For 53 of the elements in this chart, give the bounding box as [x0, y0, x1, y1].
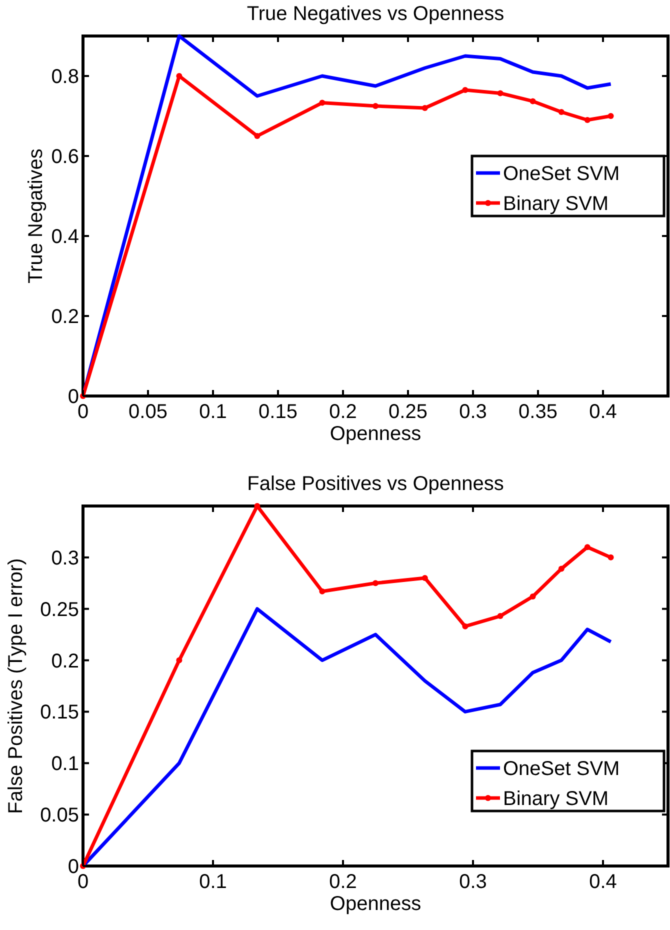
y-tick-label: 0.2	[51, 306, 79, 328]
legend-label: OneSet SVM	[503, 163, 620, 185]
legend-label: Binary SVM	[503, 193, 609, 215]
x-tick-label: 0.4	[589, 871, 617, 893]
y-tick-label: 0.2	[51, 650, 79, 672]
x-tick-label: 0.3	[459, 401, 487, 423]
chart-title: False Positives vs Openness	[247, 473, 504, 495]
x-tick-label: 0.1	[199, 871, 227, 893]
x-tick-label: 0.15	[258, 401, 298, 423]
x-tick-label: 0.2	[329, 871, 357, 893]
point	[584, 544, 590, 550]
point	[558, 566, 564, 572]
point	[422, 575, 428, 581]
y-tick-label: 0	[68, 856, 79, 878]
point	[558, 109, 564, 115]
x-tick-label: 0.25	[388, 401, 428, 423]
y-tick-label: 0.15	[40, 702, 79, 724]
y-tick-label: 0.05	[40, 804, 79, 827]
y-tick-label: 0.1	[51, 753, 79, 776]
x-tick-label: 0.2	[329, 401, 357, 423]
point	[584, 117, 590, 123]
point	[462, 87, 468, 93]
point	[530, 98, 536, 104]
point	[176, 657, 182, 664]
y-tick-label: 0.25	[40, 598, 79, 621]
y-tick-label: 0.8	[51, 66, 79, 88]
y-tick-label: 0.6	[51, 146, 79, 168]
point	[530, 594, 536, 600]
x-tick-label: 0.05	[128, 401, 168, 423]
point	[497, 613, 504, 620]
x-axis-title: Openness	[330, 423, 422, 445]
y-tick-label: 0.4	[51, 226, 79, 248]
x-axis-title: Openness	[330, 893, 422, 915]
x-tick-label: 0.4	[589, 401, 617, 423]
x-tick-label: 0.35	[518, 401, 558, 423]
point	[319, 588, 326, 594]
legend-label: OneSet SVM	[503, 758, 620, 780]
point	[319, 100, 326, 106]
point	[372, 580, 378, 586]
legend-label: Binary SVM	[503, 788, 609, 810]
point	[254, 133, 260, 139]
y-tick-label: 0.3	[51, 547, 79, 570]
point	[372, 103, 378, 109]
chart-title: True Negatives vs Openness	[246, 3, 504, 25]
point	[608, 554, 614, 560]
point	[497, 90, 504, 96]
point	[608, 113, 614, 119]
y-tick-label: 0	[68, 386, 79, 408]
point	[462, 623, 468, 630]
x-tick-label: 0.1	[199, 401, 227, 423]
y-axis-title: False Positives (Type I error)	[5, 558, 27, 814]
y-axis-title: True Negatives	[25, 148, 47, 284]
x-tick-label: 0.3	[459, 871, 487, 893]
